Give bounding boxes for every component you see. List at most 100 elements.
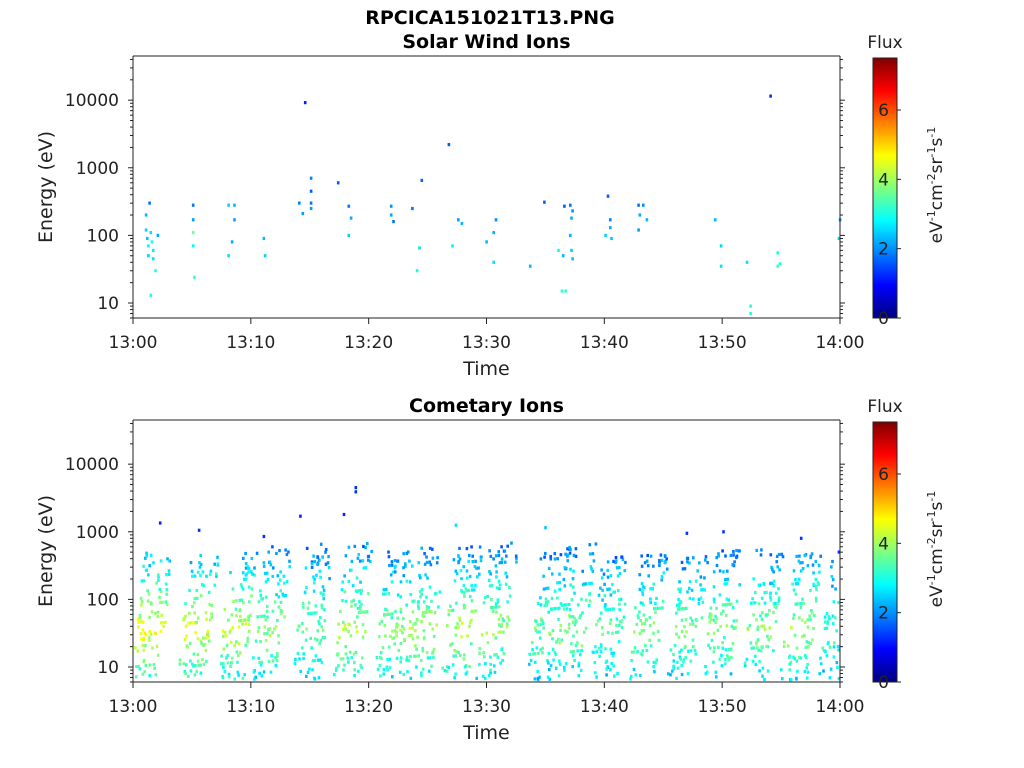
burst-cell bbox=[393, 570, 397, 574]
burst-cell bbox=[672, 659, 676, 663]
burst-cell bbox=[712, 585, 716, 589]
burst-cell bbox=[206, 632, 210, 636]
burst-cell bbox=[303, 591, 307, 595]
burst-cell bbox=[506, 544, 509, 548]
burst-cell bbox=[591, 569, 595, 573]
burst-cell bbox=[612, 559, 615, 563]
burst-cell bbox=[288, 559, 291, 563]
burst-cell bbox=[474, 559, 477, 563]
burst-cell bbox=[591, 552, 595, 556]
burst-cell bbox=[427, 605, 431, 610]
burst-cell bbox=[559, 628, 562, 632]
burst-cell bbox=[279, 570, 282, 574]
burst-cell bbox=[223, 607, 227, 611]
burst-cell bbox=[822, 648, 826, 653]
burst-cell bbox=[425, 555, 428, 559]
burst-cell bbox=[310, 562, 314, 566]
burst-cell bbox=[298, 624, 301, 628]
burst-cell bbox=[200, 641, 203, 645]
burst-cell bbox=[549, 557, 553, 561]
burst-cell bbox=[260, 674, 263, 678]
data-cell bbox=[447, 143, 451, 147]
burst-cell bbox=[557, 637, 560, 641]
burst-cell bbox=[652, 582, 656, 586]
data-cell bbox=[262, 236, 266, 241]
burst-cell bbox=[834, 587, 837, 591]
panel-title: Solar Wind Ions bbox=[402, 31, 570, 53]
burst-cell bbox=[723, 582, 727, 586]
burst-cell bbox=[730, 624, 734, 628]
burst-cell bbox=[359, 605, 362, 609]
burst-cell bbox=[546, 675, 550, 679]
burst-cell bbox=[483, 676, 487, 681]
burst-cell bbox=[136, 649, 140, 653]
burst-cell bbox=[154, 611, 157, 615]
burst-cell bbox=[778, 568, 781, 572]
burst-cell bbox=[316, 629, 319, 633]
burst-cell bbox=[824, 620, 827, 624]
burst-cell bbox=[712, 660, 715, 664]
burst-cell bbox=[462, 657, 466, 661]
burst-cell bbox=[438, 590, 442, 594]
burst-cell bbox=[302, 652, 305, 656]
burst-cell bbox=[649, 587, 652, 591]
burst-cell bbox=[640, 554, 643, 558]
x-tick-label: 13:30 bbox=[462, 697, 511, 717]
burst-cell bbox=[591, 650, 595, 654]
burst-cell bbox=[239, 651, 242, 655]
burst-cell bbox=[350, 600, 353, 604]
burst-cell bbox=[500, 545, 503, 549]
data-cell bbox=[561, 254, 565, 258]
burst-cell bbox=[457, 650, 460, 654]
burst-cell bbox=[775, 554, 779, 558]
burst-cell bbox=[689, 616, 693, 620]
data-cell bbox=[148, 201, 151, 205]
burst-cell bbox=[775, 591, 778, 595]
burst-cell bbox=[497, 630, 501, 634]
burst-cell bbox=[568, 545, 571, 550]
burst-cell bbox=[342, 668, 345, 672]
burst-cell bbox=[732, 619, 736, 623]
burst-cell bbox=[269, 670, 273, 674]
burst-cell bbox=[240, 585, 244, 589]
burst-cell bbox=[612, 590, 615, 594]
burst-cell bbox=[136, 617, 140, 621]
x-tick-label: 14:00 bbox=[816, 697, 865, 717]
burst-cell bbox=[654, 607, 657, 611]
burst-cell bbox=[826, 621, 829, 625]
burst-cell bbox=[447, 613, 451, 617]
burst-cell bbox=[378, 622, 382, 626]
burst-cell bbox=[242, 601, 245, 605]
burst-cell bbox=[324, 550, 327, 554]
burst-cell bbox=[396, 593, 400, 597]
burst-cell bbox=[712, 597, 716, 601]
burst-cell bbox=[353, 668, 356, 672]
burst-cell bbox=[499, 613, 503, 617]
burst-cell bbox=[161, 600, 164, 604]
burst-cell bbox=[492, 609, 495, 614]
burst-cell bbox=[562, 577, 566, 582]
burst-cell bbox=[772, 579, 776, 583]
burst-cell bbox=[603, 582, 606, 586]
burst-cell bbox=[135, 675, 138, 679]
burst-cell bbox=[718, 569, 722, 573]
burst-cell bbox=[267, 659, 271, 663]
burst-cell bbox=[474, 609, 478, 613]
burst-cell bbox=[404, 562, 407, 566]
burst-cell bbox=[431, 651, 434, 655]
burst-cell bbox=[658, 560, 661, 564]
burst-cell bbox=[836, 644, 840, 649]
burst-cell bbox=[197, 663, 200, 667]
burst-cell bbox=[305, 546, 309, 550]
burst-cell bbox=[481, 674, 485, 678]
burst-cell bbox=[623, 602, 627, 606]
burst-cell bbox=[421, 649, 425, 653]
colorbar-tick-label: 2 bbox=[878, 240, 889, 260]
burst-cell bbox=[320, 625, 323, 629]
burst-cell bbox=[360, 588, 363, 592]
burst-cell bbox=[574, 643, 578, 648]
burst-cell bbox=[472, 588, 476, 592]
burst-cell bbox=[191, 662, 194, 666]
burst-cell bbox=[358, 559, 362, 563]
burst-cell bbox=[630, 659, 633, 663]
